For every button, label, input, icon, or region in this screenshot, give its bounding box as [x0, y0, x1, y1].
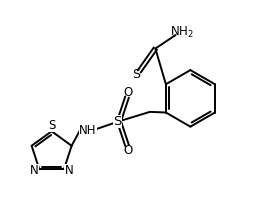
- Text: O: O: [124, 144, 133, 157]
- Text: S: S: [114, 115, 122, 128]
- Text: O: O: [124, 86, 133, 99]
- Text: NH$_2$: NH$_2$: [170, 25, 194, 40]
- Text: N: N: [65, 164, 74, 177]
- Text: S: S: [132, 68, 140, 81]
- Text: N: N: [29, 164, 38, 177]
- Text: NH: NH: [79, 124, 97, 137]
- Text: S: S: [48, 119, 55, 132]
